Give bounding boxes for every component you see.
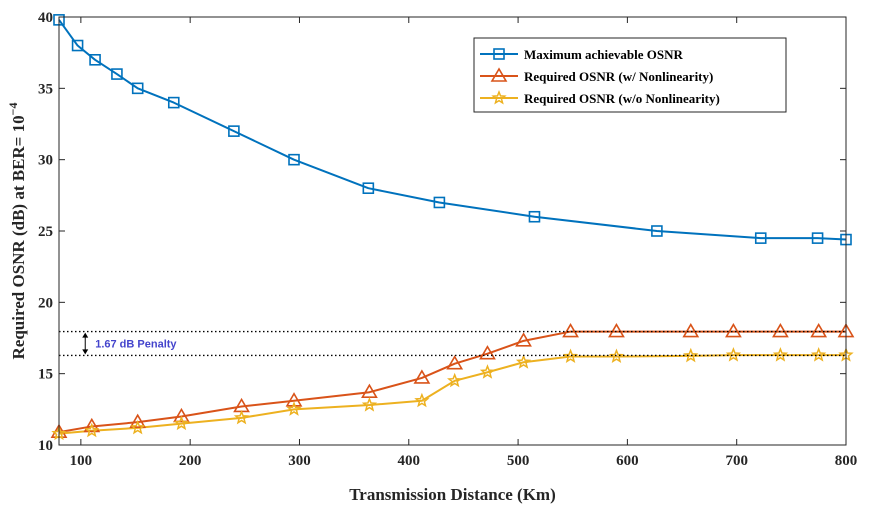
series-1-marker bbox=[754, 232, 767, 244]
x-tick-label: 400 bbox=[398, 453, 421, 469]
y-tick-label: 10 bbox=[38, 438, 53, 454]
series-3-marker bbox=[173, 415, 190, 431]
series-3-marker bbox=[772, 347, 789, 362]
y-axis-title: Required OSNR (dB) at BER= 10−4 bbox=[6, 103, 28, 360]
legend-marker-1 bbox=[493, 48, 505, 60]
series-3-marker bbox=[479, 364, 496, 379]
series-2-marker bbox=[772, 322, 789, 338]
x-tick-label: 700 bbox=[725, 453, 748, 469]
legend-label-1: Maximum achievable OSNR bbox=[524, 47, 683, 62]
series-3-marker bbox=[562, 348, 579, 364]
legend-marker-2 bbox=[490, 67, 508, 82]
series-3-marker bbox=[683, 347, 699, 363]
penalty-annotation: 1.67 dB Penalty bbox=[59, 330, 846, 357]
y-tick-label: 20 bbox=[38, 295, 53, 311]
series-2-marker bbox=[682, 322, 700, 338]
series-2-marker bbox=[515, 332, 532, 347]
x-tick-label: 500 bbox=[507, 453, 530, 469]
series-3-marker bbox=[361, 396, 378, 412]
series-2-marker bbox=[173, 407, 190, 423]
series-1-marker bbox=[111, 68, 123, 80]
y-axis-title-main: Required OSNR (dB) at BER= 10 bbox=[9, 115, 28, 359]
series-1-marker bbox=[167, 96, 180, 109]
series-3-marker bbox=[84, 422, 100, 438]
series-3-marker bbox=[447, 372, 463, 388]
legend: Maximum achievable OSNR Required OSNR (w/… bbox=[473, 37, 787, 113]
series-3-marker bbox=[233, 409, 250, 425]
x-axis-title: Transmission Distance (Km) bbox=[349, 485, 556, 504]
x-tick-label: 300 bbox=[288, 453, 311, 469]
series-1-marker bbox=[131, 82, 144, 95]
x-tick-label: 800 bbox=[835, 453, 858, 469]
x-tick-label: 200 bbox=[179, 453, 202, 469]
series-1-marker bbox=[362, 182, 375, 194]
series-3-marker bbox=[515, 354, 532, 369]
y-tick-label: 35 bbox=[38, 81, 53, 97]
series-2-marker bbox=[83, 417, 101, 433]
penalty-label: 1.67 dB Penalty bbox=[95, 338, 177, 350]
penalty-arrow-up-head bbox=[82, 332, 89, 338]
series-2-marker bbox=[446, 355, 464, 370]
series-1-marker bbox=[228, 125, 240, 137]
series-1-marker bbox=[288, 153, 300, 166]
legend-label-2: Required OSNR (w/ Nonlinearity) bbox=[524, 69, 713, 84]
series-2-marker bbox=[413, 369, 431, 384]
legend-label-3: Required OSNR (w/o Nonlinearity) bbox=[524, 91, 720, 106]
series-3-marker bbox=[608, 348, 625, 364]
x-tick-label: 600 bbox=[616, 453, 639, 469]
series-2-marker bbox=[725, 322, 742, 338]
legend-marker-3 bbox=[491, 89, 507, 105]
series-1-marker bbox=[811, 232, 824, 244]
penalty-arrow-down-head bbox=[82, 349, 89, 355]
y-tick-label: 30 bbox=[38, 153, 53, 169]
y-tick-label: 40 bbox=[38, 10, 53, 26]
series-2-marker bbox=[810, 322, 828, 338]
series-3-marker bbox=[130, 419, 146, 435]
series-1-marker bbox=[71, 39, 84, 52]
x-tick-label: 100 bbox=[70, 453, 93, 469]
series-lines-layer bbox=[58, 19, 847, 435]
series-line-1 bbox=[58, 19, 847, 241]
series-3-marker bbox=[286, 401, 302, 416]
series-1-marker bbox=[433, 196, 446, 209]
series-2-marker bbox=[562, 322, 579, 338]
series-line-2 bbox=[58, 330, 846, 434]
series-2-marker bbox=[479, 345, 496, 360]
axis-ticks: 100 200 300 400 500 600 700 800 10 15 20 25 30 35 40 bbox=[38, 10, 857, 469]
series-line-3 bbox=[58, 354, 846, 435]
y-axis-title-exponent: −4 bbox=[6, 103, 20, 116]
y-tick-label: 25 bbox=[38, 224, 53, 240]
series-1-marker bbox=[651, 225, 663, 237]
series-3-marker bbox=[811, 347, 827, 362]
series-2-marker bbox=[285, 392, 303, 407]
series-1-marker bbox=[89, 53, 101, 66]
legend-box bbox=[473, 37, 787, 113]
series-3-marker bbox=[725, 347, 742, 362]
series-3-marker bbox=[414, 392, 430, 408]
y-tick-label: 15 bbox=[38, 367, 53, 383]
series-2-marker bbox=[129, 413, 147, 428]
series-2-marker bbox=[608, 322, 625, 338]
series-1-marker bbox=[528, 210, 541, 223]
